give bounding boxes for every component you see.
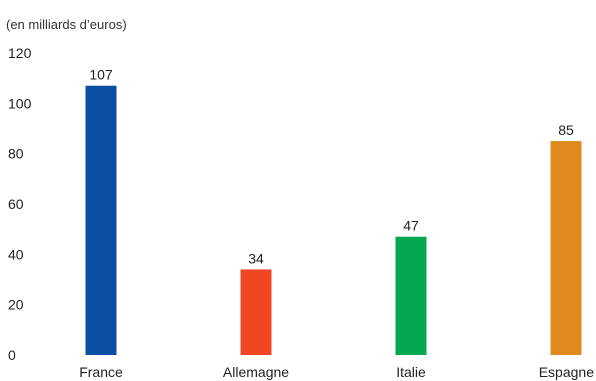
- data-labels: 107 34 47 85: [89, 67, 574, 267]
- x-category-label: Italie: [396, 364, 426, 380]
- data-label: 107: [89, 67, 113, 83]
- y-tick-label: 40: [8, 246, 24, 262]
- y-tick-label: 80: [8, 146, 24, 162]
- y-tick-label: 0: [8, 347, 16, 363]
- x-category-label: France: [79, 364, 123, 380]
- y-axis-ticks: 0 20 40 60 80 100 120: [8, 45, 32, 363]
- y-tick-label: 100: [8, 95, 32, 111]
- data-label: 85: [558, 122, 574, 138]
- x-axis-categories: France Allemagne Italie Espagne: [79, 364, 594, 380]
- y-tick-label: 120: [8, 45, 32, 61]
- unit-label: (en milliards d’euros): [6, 17, 127, 32]
- y-tick-label: 60: [8, 196, 24, 212]
- bar-espagne: [550, 141, 582, 355]
- bar-allemagne: [240, 269, 272, 355]
- bars: [85, 85, 582, 355]
- x-category-label: Allemagne: [223, 364, 289, 380]
- bar-france: [85, 85, 117, 355]
- data-label: 47: [403, 218, 419, 234]
- x-category-label: Espagne: [539, 364, 594, 380]
- bar-italie: [395, 236, 427, 355]
- y-tick-label: 20: [8, 297, 24, 313]
- data-label: 34: [248, 250, 264, 266]
